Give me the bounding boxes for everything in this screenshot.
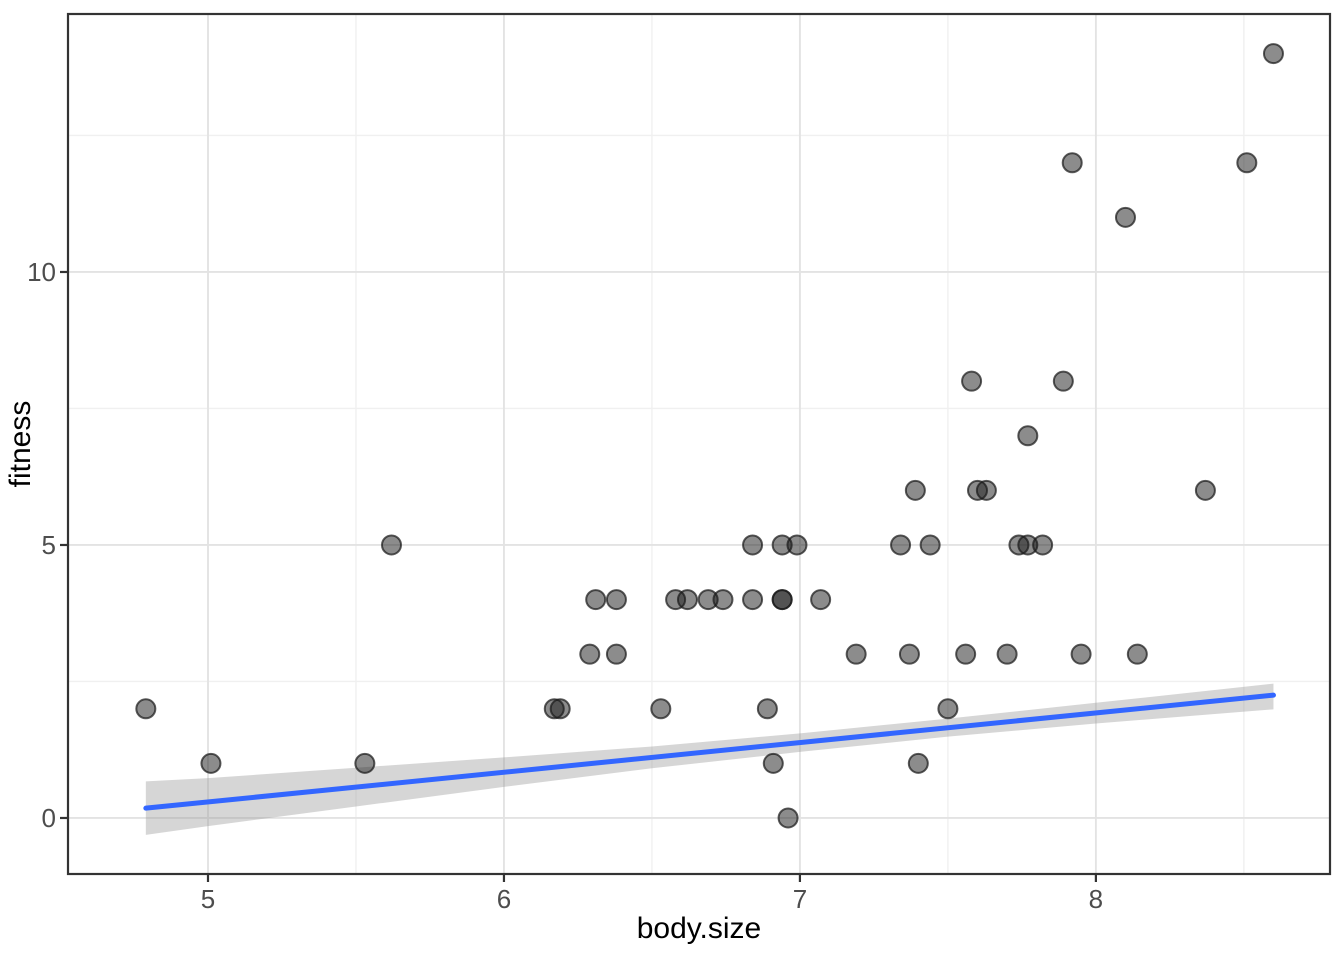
y-tick-label: 5 [42,530,56,560]
y-axis-title: fitness [4,401,37,488]
data-point [786,534,808,556]
data-point [1070,643,1092,665]
data-point [354,752,376,774]
data-point [549,698,571,720]
data-point [975,479,997,501]
data-point [1236,152,1258,174]
data-point [1114,206,1136,228]
data-point [907,752,929,774]
data-point [1061,152,1083,174]
x-tick-label: 8 [1089,884,1103,914]
data-point [762,752,784,774]
data-point [898,643,920,665]
data-point [890,534,912,556]
data-point [1032,534,1054,556]
trend-line [143,692,1276,811]
data-point [605,643,627,665]
data-point [200,752,222,774]
data-point [712,589,734,611]
data-point [771,589,793,611]
data-point [742,534,764,556]
data-point [777,807,799,829]
y-tick-label: 0 [42,803,56,833]
data-point [1194,479,1216,501]
data-point [937,698,959,720]
data-point [961,370,983,392]
x-tick-label: 7 [793,884,807,914]
x-tick-label: 5 [201,884,215,914]
data-point [955,643,977,665]
data-point [904,479,926,501]
data-point [756,698,778,720]
data-point [845,643,867,665]
data-point [380,534,402,556]
x-tick-label: 6 [497,884,511,914]
data-point [1017,425,1039,447]
data-point [650,698,672,720]
y-tick-label: 10 [27,257,56,287]
data-point [1262,43,1284,65]
data-point [996,643,1018,665]
plot-panel [68,14,1330,874]
data-point [605,589,627,611]
data-point [585,589,607,611]
data-point [742,589,764,611]
data-point [135,698,157,720]
panel-border [66,12,1332,876]
data-point [676,589,698,611]
data-point [919,534,941,556]
data-point [1126,643,1148,665]
data-point [579,643,601,665]
data-point [1052,370,1074,392]
data-point [810,589,832,611]
x-axis-title: body.size [637,912,762,945]
